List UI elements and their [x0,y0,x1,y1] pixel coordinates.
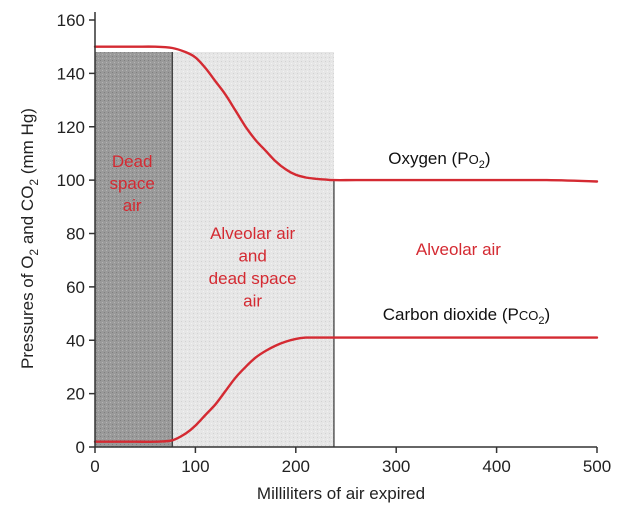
y-axis-title-part: Pressures of O [18,256,37,369]
carbon-dioxide-series-label-part: CO [519,308,539,323]
oxygen-series-label-part: ) [485,149,491,168]
y-tick-label: 140 [57,64,85,83]
y-axis-title-part: 2 [27,249,41,256]
series-lines [93,45,599,443]
dead-space-label-line: air [123,196,142,215]
y-tick-label: 20 [66,385,85,404]
carbon-dioxide-series-label: Carbon dioxide (PCO2) [383,305,550,327]
mixed-air-region [172,52,334,448]
x-tick-label: 200 [282,457,310,476]
x-tick-label: 100 [181,457,209,476]
oxygen-series-label-part: O [469,152,479,167]
x-axis-title: Milliliters of air expired [257,484,425,503]
mixed-air-label-line: Alveolar air [210,224,295,243]
y-tick-label: 80 [66,225,85,244]
y-axis-title: Pressures of O2 and CO2 (mm Hg) [18,108,41,369]
dead-space-label-line: Dead [112,152,153,171]
y-tick-label: 40 [66,331,85,350]
shaded-regions [95,52,335,448]
mixed-air-label-line: and [238,246,266,265]
oxygen-line [93,45,599,183]
oxygen-series-label-part: 2 [479,159,485,171]
carbon-dioxide-line [93,336,599,443]
alveolar-air-label-line: Alveolar air [416,240,501,259]
mixed-air-label-line: dead space [209,269,297,288]
dead-space-region [95,52,173,448]
axes: 0 20 40 60 80 100 120 140 160 0 100 200 300 400 500 [57,11,612,476]
oxygen-series-label-part: Oxygen (P [388,149,468,168]
x-tick-label: 0 [90,457,99,476]
labels: Milliliters of air expired Pressures of O… [18,108,550,503]
x-tick-label: 300 [382,457,410,476]
x-tick-label: 400 [482,457,510,476]
y-tick-label: 0 [76,438,85,457]
mixed-air-label-line: air [243,291,262,310]
x-tick-label: 500 [583,457,611,476]
dead-space-label: Dead space air [109,152,154,215]
oxygen-series-label: Oxygen (PO2) [388,149,490,171]
y-axis-title-part: and CO [18,186,37,249]
y-tick-label: 100 [57,171,85,190]
y-axis-title-part: 2 [27,179,41,186]
dead-space-label-line: space [109,174,154,193]
alveolar-air-label: Alveolar air [416,240,501,259]
carbon-dioxide-series-label-part: ) [544,305,550,324]
y-tick-label: 160 [57,11,85,30]
y-tick-label: 60 [66,278,85,297]
y-tick-label: 120 [57,118,85,137]
mixed-air-label: Alveolar air and dead space air [209,224,297,311]
carbon-dioxide-series-label-part: 2 [538,315,544,327]
carbon-dioxide-series-label-part: Carbon dioxide (P [383,305,519,324]
y-axis-title-part: (mm Hg) [18,108,37,179]
